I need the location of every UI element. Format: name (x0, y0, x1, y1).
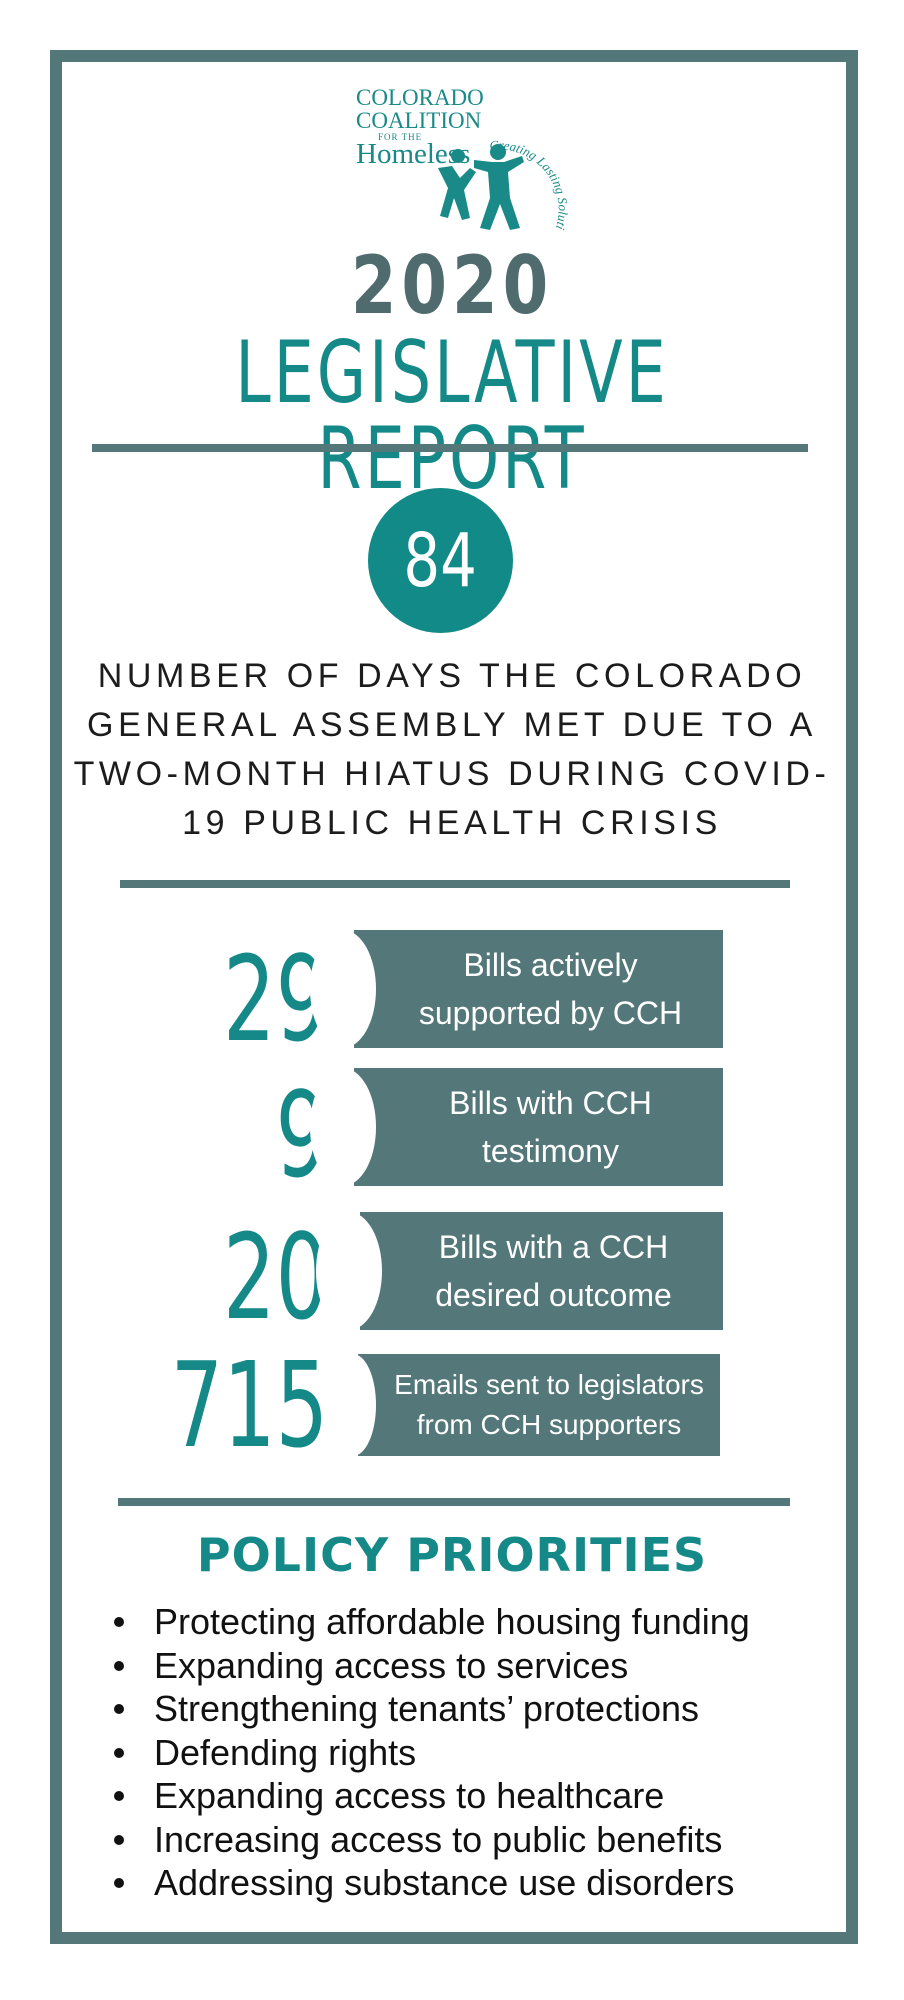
days-count-badge: 84 (368, 488, 513, 633)
divider-top (92, 444, 808, 452)
stat-label-outcome-line2: desired outcome (435, 1277, 672, 1313)
stat-label-supported-line1: Bills actively (463, 947, 638, 983)
days-count: 84 (403, 517, 478, 604)
report-title: LEGISLATIVE REPORT (235, 323, 669, 509)
list-item: Strengthening tenants’ protections (112, 1687, 832, 1731)
stat-box-supported: Bills actively supported by CCH (354, 930, 723, 1048)
list-item: Expanding access to services (112, 1644, 832, 1688)
policy-priorities-heading: POLICY PRIORITIES (196, 1528, 708, 1582)
policy-item-text: Defending rights (154, 1731, 417, 1773)
list-item: Expanding access to healthcare (112, 1774, 832, 1818)
policy-item-text: Addressing substance use disorders (154, 1862, 735, 1903)
bullet-icon (114, 1660, 124, 1671)
stat-label-emails-line2: from CCH supporters (416, 1409, 682, 1440)
list-item: Defending rights (112, 1731, 832, 1775)
stat-box-emails: Emails sent to legislators from CCH supp… (358, 1354, 720, 1456)
logo-tagline-arc: Creating Lasting Solutions (455, 120, 571, 232)
organization-logo: Colorado Coalition FOR THE Homeless (356, 86, 506, 169)
list-item: Increasing access to public benefits (112, 1818, 832, 1862)
bullet-icon (114, 1834, 124, 1845)
stat-notch (310, 930, 376, 1048)
stat-box-outcome: Bills with a CCH desired outcome (360, 1212, 723, 1330)
bullet-icon (114, 1747, 124, 1758)
stat-box-testimony: Bills with CCH testimony (354, 1068, 723, 1186)
bullet-icon (114, 1617, 124, 1627)
policy-priorities-list: Protecting affordable housing funding Ex… (112, 1600, 832, 1905)
logo-tagline: Creating Lasting Solutions (455, 120, 571, 232)
policy-item-text: Expanding access to services (154, 1644, 629, 1686)
stat-label-outcome-line1: Bills with a CCH (438, 1229, 669, 1265)
bullet-icon (114, 1878, 124, 1888)
svg-text:Creating Lasting Solutions: Creating Lasting Solutions (455, 120, 571, 232)
logo-line-colorado: Colorado (356, 85, 484, 110)
report-year: 2020 (350, 239, 554, 332)
stat-number-emails: 715 (170, 1336, 328, 1474)
stat-label-supported-line2: supported by CCH (418, 995, 683, 1031)
bullet-icon (114, 1791, 124, 1801)
policy-item-text: Protecting affordable housing funding (154, 1601, 750, 1642)
stat-notch (330, 1354, 376, 1456)
days-description: NUMBER OF DAYS THE COLORADO GENERAL ASSE… (73, 657, 831, 842)
stat-notch (310, 1068, 376, 1186)
policy-item-text: Expanding access to healthcare (154, 1775, 665, 1816)
policy-item-text: Increasing access to public benefits (154, 1818, 723, 1860)
bullet-icon (114, 1704, 124, 1714)
list-item: Addressing substance use disorders (112, 1861, 832, 1905)
stat-label-testimony-line2: testimony (482, 1133, 619, 1169)
stat-label-testimony-line1: Bills with CCH (449, 1085, 652, 1121)
policy-item-text: Strengthening tenants’ protections (154, 1688, 700, 1729)
logo-line-coalition: Coalition (356, 108, 482, 133)
stat-label-emails-line1: Emails sent to legislators (394, 1369, 704, 1400)
divider-bottom (118, 1498, 790, 1506)
divider-middle (120, 880, 790, 888)
logo-line-for-the: FOR THE (378, 132, 423, 142)
list-item: Protecting affordable housing funding (112, 1600, 832, 1644)
stat-notch (316, 1212, 382, 1330)
people-figures-logo-icon (438, 144, 524, 230)
stat-number-outcome: 20 (222, 1208, 328, 1346)
